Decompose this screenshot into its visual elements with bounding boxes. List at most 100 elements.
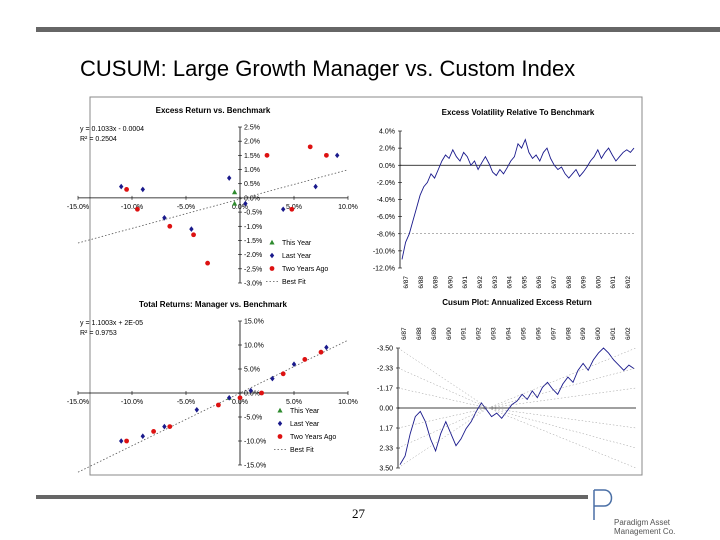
x-tick-label-1-1: 6/88 <box>418 276 425 289</box>
control-line-right-5 <box>487 407 637 449</box>
y-tick-label-2-2: 5.0% <box>244 367 260 374</box>
x-tick-label-1-5: 6/92 <box>477 276 484 289</box>
company-logo <box>593 489 613 520</box>
y-tick-label-0-2: 1.5% <box>244 153 260 160</box>
x-tick-label-1-10: 6/97 <box>551 276 558 289</box>
top-rule <box>36 27 720 32</box>
x-tick-label-0-2: -5.0% <box>177 204 195 211</box>
x-tick-label-0-0: -15.0% <box>67 204 89 211</box>
chart-title-0: Excess Return vs. Benchmark <box>156 106 271 115</box>
point-0-1-7 <box>313 183 318 190</box>
x-tick-label-3-14: 6/01 <box>610 327 617 340</box>
point-0-1-5 <box>243 200 248 207</box>
point-0-1-8 <box>335 152 340 159</box>
x-tick-label-3-6: 6/93 <box>491 327 498 340</box>
x-tick-label-2-2: -5.0% <box>177 399 195 406</box>
y-tick-label-3-2: -1.17 <box>377 386 393 393</box>
x-tick-label-2-4: 5.0% <box>286 399 302 406</box>
point-2-2-3 <box>216 402 221 408</box>
x-tick-label-0-5: 10.0% <box>338 204 358 211</box>
control-line-left-4 <box>397 407 489 429</box>
control-line-right-0 <box>487 347 637 409</box>
x-tick-label-1-11: 6/98 <box>566 276 573 289</box>
point-0-0-1 <box>232 200 238 206</box>
legend-label-0-1: Last Year <box>282 253 312 260</box>
y-tick-label-2-4: -5.0% <box>244 415 262 422</box>
x-tick-label-1-4: 6/91 <box>462 276 469 289</box>
y-tick-label-1-8: -12.0% <box>373 266 395 273</box>
point-0-2-1 <box>135 206 140 212</box>
best-fit-line-2 <box>77 339 349 473</box>
legend-marker-0-1 <box>269 252 275 259</box>
legend-label-2-1: Last Year <box>290 421 320 428</box>
legend-marker-2-1 <box>277 420 283 427</box>
x-tick-label-2-0: -15.0% <box>67 399 89 406</box>
fit-equation-0: y = 0.1033x - 0.0004 <box>80 126 144 133</box>
x-tick-label-1-3: 6/90 <box>447 276 454 289</box>
y-tick-label-1-5: -6.0% <box>377 214 395 221</box>
x-tick-label-3-10: 6/97 <box>550 327 557 340</box>
y-tick-label-0-11: -3.0% <box>244 281 262 288</box>
legend-label-2-3: Best Fit <box>290 447 314 454</box>
point-2-2-4 <box>237 395 243 401</box>
fit-r2-0: R² = 0.2504 <box>80 136 117 143</box>
y-tick-label-3-1: -2.33 <box>377 366 393 373</box>
page-title: CUSUM: Large Growth Manager vs. Custom I… <box>80 56 576 81</box>
x-tick-label-3-8: 6/95 <box>520 327 527 340</box>
y-tick-label-2-1: 10.0% <box>244 343 264 350</box>
control-line-left-6 <box>397 407 489 469</box>
y-tick-label-0-6: -0.5% <box>244 210 262 217</box>
y-tick-label-1-1: 2.0% <box>379 146 395 153</box>
x-tick-label-3-7: 6/94 <box>506 327 513 340</box>
legend-label-0-3: Best Fit <box>282 279 306 286</box>
y-tick-label-3-5: 2.33 <box>379 446 393 453</box>
point-2-1-7 <box>291 361 297 367</box>
x-tick-label-3-9: 6/96 <box>535 327 542 340</box>
logo-line2: Management Co. <box>614 527 676 536</box>
control-line-right-2 <box>487 387 637 409</box>
x-tick-label-3-5: 6/92 <box>476 327 483 340</box>
control-line-left-1 <box>397 367 489 409</box>
point-2-1-4 <box>227 395 232 401</box>
legend-label-0-2: Two Years Ago <box>282 266 328 273</box>
data-line-1 <box>401 138 635 260</box>
point-0-1-1 <box>140 186 145 193</box>
point-2-1-2 <box>162 423 167 430</box>
control-line-right-6 <box>487 407 637 469</box>
best-fit-line-0 <box>77 169 349 244</box>
x-tick-label-2-3: 0.0% <box>232 399 248 406</box>
x-tick-label-1-2: 6/89 <box>433 276 440 289</box>
y-tick-label-0-8: -1.5% <box>244 238 262 245</box>
point-2-1-6 <box>270 375 275 382</box>
point-0-0-0 <box>232 189 238 195</box>
control-line-left-5 <box>397 407 489 449</box>
x-tick-label-2-5: 10.0% <box>338 399 358 406</box>
y-tick-label-1-2: 0.0% <box>379 163 395 170</box>
point-0-1-2 <box>162 214 167 221</box>
page-number: 27 <box>352 506 365 521</box>
legend-label-2-2: Two Years Ago <box>290 434 336 441</box>
x-tick-label-1-13: 6/00 <box>595 276 602 289</box>
x-tick-label-1-9: 6/96 <box>536 276 543 289</box>
x-tick-label-1-14: 6/01 <box>610 276 617 289</box>
point-2-2-6 <box>280 371 286 377</box>
y-tick-label-3-0: -3.50 <box>377 346 393 353</box>
chart-title-3: Cusum Plot: Annualized Excess Return <box>442 298 592 307</box>
y-tick-label-0-1: 2.0% <box>244 139 260 146</box>
point-2-2-7 <box>302 357 308 362</box>
point-0-2-8 <box>324 152 329 158</box>
figure-frame <box>89 96 643 476</box>
point-0-2-7 <box>307 144 313 150</box>
y-tick-label-0-5: 0.0% <box>244 195 260 202</box>
control-line-left-0 <box>397 347 489 409</box>
x-tick-label-0-4: 5.0% <box>286 204 302 211</box>
data-line-3 <box>399 347 635 465</box>
x-tick-label-0-1: -10.0% <box>121 204 143 211</box>
x-tick-label-3-0: 6/87 <box>401 327 408 340</box>
point-2-1-8 <box>324 344 329 351</box>
control-line-right-1 <box>487 367 637 409</box>
x-tick-label-2-1: -10.0% <box>121 399 143 406</box>
point-0-2-6 <box>289 206 295 212</box>
y-tick-label-1-6: -8.0% <box>377 231 395 238</box>
